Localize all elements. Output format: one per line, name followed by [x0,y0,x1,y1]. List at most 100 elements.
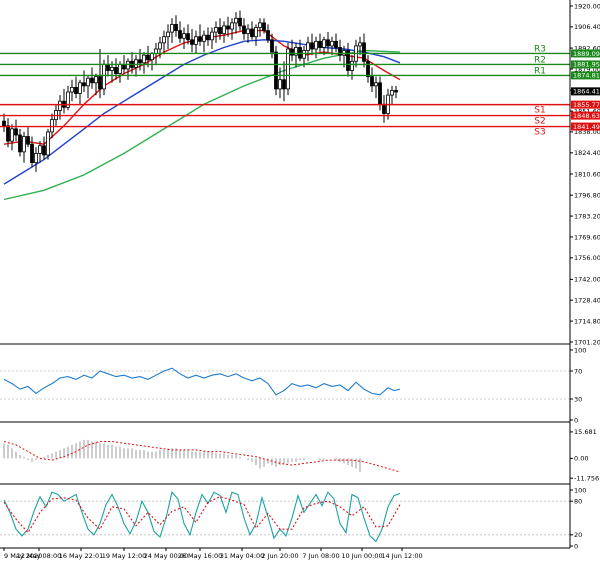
time-axis-tick-label: 10 Jun 00:00 [341,552,382,560]
candle-body-bullish [230,22,234,30]
candle-body-bearish [378,82,382,105]
time-axis-tick-label: 7 Jun 08:00 [302,552,339,560]
candle-body-bearish [26,136,30,145]
candle-body-bearish [218,27,222,35]
candle-body-bearish [6,125,10,142]
candle-body-bearish [42,145,46,156]
candle-body-bullish [194,36,198,45]
candle-body-bullish [34,153,38,164]
price-axis-tick-label: 1756.00 [574,254,600,262]
level-price-tag-r3 [571,49,600,58]
candle-body-bullish [254,27,258,38]
macd-axis-tick-label: -11.756 [574,475,599,483]
candle-body-bearish [198,36,202,42]
candle-body-bearish [90,77,94,84]
time-axis-tick-label: 31 May 04:00 [220,552,265,560]
level-label-s3: S3 [534,128,545,138]
price-axis-tick-label: 1851.60 [574,107,600,115]
price-axis-tick-label: 1701.20 [574,338,600,346]
level-price-tag-r2 [571,60,600,69]
candle-body-bullish [10,128,14,142]
level-label-r3: R3 [534,44,546,54]
time-axis-tick-label: 14 Jun 12:00 [381,552,422,560]
price-axis-tick-label: 1906.40 [574,23,600,31]
price-axis-tick-label: 1838.00 [574,128,600,136]
candle-body-bullish [246,28,250,35]
level-price-tag-text-s3: 1841.49 [573,123,600,131]
rsi-axis-tick-label: 70 [574,367,582,375]
macd-panel [3,439,401,473]
rsi-line [3,367,401,396]
price-axis-tick-label: 1892.60 [574,44,600,52]
candle-body-bearish [346,50,350,71]
candle-body-bullish [58,100,62,111]
candle-body-bearish [138,59,142,64]
candle-body-bearish [82,82,86,87]
level-price-tag-text-s1: 1855.77 [573,101,600,109]
candle-body-bearish [174,24,178,31]
candle-body-bullish [70,86,74,93]
candle-body-bullish [306,42,310,51]
candle-body-bullish [142,54,146,64]
candle-body-bearish [338,47,342,56]
candle-body-bullish [322,39,326,48]
price-axis-tick-label: 1742.00 [574,276,600,284]
level-price-tag-s1 [571,100,600,109]
level-price-tag-s3 [571,122,600,131]
candle-body-bearish [370,76,374,87]
candle-body-bearish [226,25,230,30]
price-axis-tick-label: 1769.60 [574,233,600,241]
candle-body-bearish [266,30,270,41]
rsi-panel [3,367,401,396]
price-axis-tick-label: 1879.00 [574,65,600,73]
candle-body-bearish [238,17,242,27]
candle-body-bearish [146,54,150,61]
macd-axis-tick-label: 0.00 [574,455,588,463]
candle-body-bullish [166,31,170,38]
stochastic-axis-tick-label: 20 [574,531,582,539]
candle-body-bullish [150,53,154,61]
price-axis-tick-label: 1714.80 [574,317,600,325]
moving-average-line [3,39,401,185]
current-price-tag-text: 1864.41 [573,88,600,96]
rsi-axis-tick-label: 0 [574,416,578,424]
time-axis-tick-label: 9 May 2020 [4,552,42,560]
price-axis-tick-label: 1920.00 [574,2,600,10]
candle-body-bearish [366,60,370,78]
candle-body-bullish [286,48,290,90]
candle-body-bearish [114,67,118,74]
candle-body-bullish [22,136,26,153]
candle-body-bullish [222,25,226,35]
level-price-tag-text-r1: 1874.81 [573,72,600,80]
level-label-s2: S2 [534,117,545,127]
candle-body-bearish [178,30,182,39]
candle-body-bearish [74,86,78,94]
candle-body-bullish [202,34,206,42]
time-axis-tick-label: 19 May 12:00 [102,552,147,560]
stochastic-d-line [3,496,401,534]
candle-body-bullish [94,76,98,84]
rsi-axis-tick-label: 30 [574,395,582,403]
price-axis-tick-label: 1796.80 [574,191,600,199]
candle-body-bearish [382,103,386,114]
level-price-tag-text-r2: 1881.95 [573,61,600,69]
candle-body-bullish [258,22,262,28]
candle-body-bearish [242,25,246,35]
macd-axis-tick-label: 15.681 [574,428,597,436]
candle-body-bullish [158,42,162,50]
candle-body-bearish [290,48,294,56]
stochastic-panel [3,491,401,543]
candle-body-bearish [186,33,190,41]
candle-body-bearish [318,40,322,48]
candle-body-bullish [350,60,354,71]
candle-body-bullish [214,27,218,33]
time-axis-tick-label: 12 May 08:00 [17,552,62,560]
candle-body-bullish [110,67,114,71]
candle-body-bullish [278,79,282,90]
time-axis-tick-label: 26 May 16:00 [178,552,223,560]
candle-body-bullish [78,82,82,94]
stochastic-axis-tick-label: 100 [574,486,586,494]
candle-body-bullish [374,82,378,87]
